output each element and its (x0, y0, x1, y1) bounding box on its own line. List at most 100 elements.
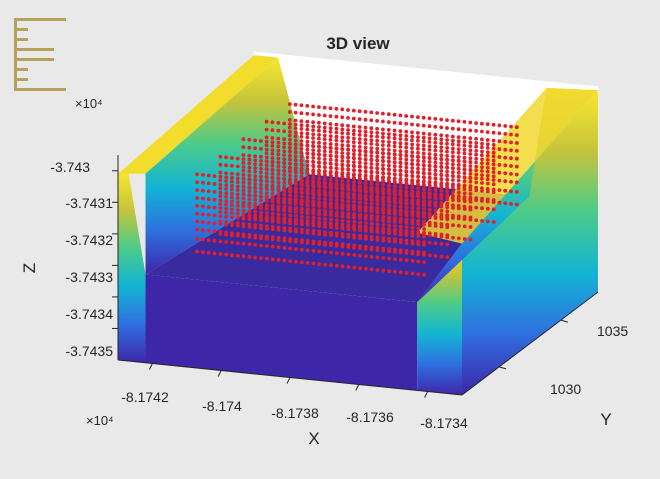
scatter-point (451, 203, 455, 208)
scatter-point (323, 230, 327, 235)
scatter-point (259, 190, 263, 195)
scatter-point (305, 151, 310, 156)
x-tick-label: -8.1736 (346, 409, 394, 425)
scatter-point (293, 207, 298, 212)
scatter-point (346, 245, 351, 250)
scatter-point (392, 197, 397, 202)
scatter-point (398, 172, 403, 177)
scatter-point (299, 119, 304, 123)
z-tick-label: -3.7434 (66, 306, 114, 322)
scatter-point (282, 226, 287, 230)
scatter-point (456, 155, 461, 159)
scatter-point (270, 144, 275, 148)
scatter-point (206, 213, 211, 217)
scatter-point (299, 227, 304, 232)
menu-lines-icon[interactable] (14, 18, 66, 91)
scatter-point (253, 209, 258, 214)
scatter-point (247, 197, 252, 202)
scatter-point (270, 204, 275, 209)
scatter-point (206, 220, 211, 225)
scatter-point (328, 114, 333, 118)
scatter-point (322, 153, 327, 157)
scatter-point (451, 223, 455, 228)
scatter-point (270, 120, 275, 125)
scatter-point (247, 145, 252, 150)
scatter-point (404, 141, 409, 146)
scatter-point (491, 174, 496, 179)
scatter-point (352, 233, 356, 238)
scatter-point (509, 202, 513, 206)
scatter-point (212, 221, 217, 226)
scatter-point (282, 176, 286, 181)
scatter-point (392, 217, 397, 222)
scatter-point (485, 161, 490, 166)
scatter-point (381, 216, 385, 221)
scatter-point (287, 149, 292, 154)
scatter-point (369, 142, 374, 146)
scatter-point (282, 212, 287, 217)
scatter-point (305, 139, 310, 144)
scatter-point (410, 169, 414, 174)
scatter-point (416, 212, 420, 217)
scatter-point (427, 171, 432, 176)
scatter-point (445, 215, 449, 220)
scatter-point (259, 223, 263, 228)
scatter-point (451, 138, 455, 143)
scatter-point (381, 151, 385, 155)
scatter-point (230, 240, 234, 245)
scatter-point (299, 162, 304, 167)
scatter-point (351, 148, 356, 152)
scatter-point (421, 155, 426, 160)
scatter-point (381, 139, 385, 144)
scatter-point (305, 188, 310, 193)
scatter-point (212, 205, 217, 210)
scatter-point (299, 123, 304, 128)
scatter-point (363, 214, 368, 219)
scatter-point (311, 181, 315, 186)
scatter-point (293, 138, 298, 143)
scatter-point (299, 158, 304, 163)
scatter-point (375, 202, 380, 207)
scatter-point (456, 139, 461, 144)
scatter-point (386, 189, 391, 194)
scatter-point (346, 205, 350, 210)
scatter-point (433, 254, 438, 258)
scatter-point (270, 211, 275, 216)
scatter-point (422, 252, 426, 257)
scatter-point (363, 174, 368, 179)
scatter-point (287, 110, 292, 114)
scatter-point (305, 159, 310, 164)
scatter-point (218, 210, 223, 214)
scatter-point (416, 252, 421, 257)
scatter-point (328, 177, 333, 182)
scatter-point (433, 172, 438, 177)
scatter-point (241, 137, 246, 142)
scatter-point (404, 185, 409, 190)
scatter-point (445, 126, 449, 130)
scatter-point (439, 194, 444, 199)
scatter-point (392, 132, 397, 137)
z-multiplier-label: ×10⁴ (75, 96, 103, 111)
scatter-point (439, 234, 444, 239)
scatter-point (323, 210, 327, 215)
scatter-point (357, 168, 362, 173)
scatter-point (468, 185, 473, 190)
scatter-point (334, 204, 339, 208)
scatter-point (346, 179, 351, 184)
scatter-point (264, 139, 269, 144)
scatter-point (364, 254, 368, 259)
scatter-point (462, 151, 467, 156)
scatter-point (253, 185, 257, 190)
scatter-point (410, 122, 414, 127)
scatter-point (276, 152, 281, 157)
scatter-point (282, 206, 287, 210)
scatter-point (462, 175, 467, 180)
scatter-point (270, 167, 275, 172)
scatter-point (514, 202, 519, 207)
scatter-point (381, 196, 385, 201)
scatter-point (357, 137, 362, 141)
scatter-point (282, 153, 286, 157)
scatter-point (404, 191, 409, 196)
scatter-point (491, 220, 496, 224)
scatter-point (322, 149, 327, 154)
